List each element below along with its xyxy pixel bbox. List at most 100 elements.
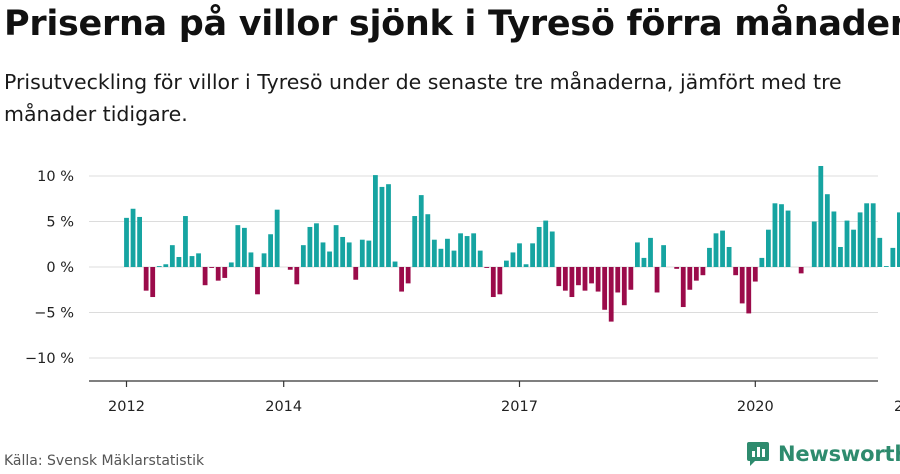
bar bbox=[864, 203, 870, 267]
y-tick-label: −10 % bbox=[25, 351, 74, 367]
bar bbox=[314, 223, 319, 267]
bar bbox=[163, 264, 169, 267]
bar bbox=[209, 267, 215, 268]
y-tick-label: −5 % bbox=[34, 306, 74, 322]
source-note: Källa: Svensk Mäklarstatistik bbox=[4, 453, 205, 469]
bar bbox=[674, 267, 680, 269]
bar bbox=[353, 267, 359, 280]
bar bbox=[615, 267, 621, 293]
x-tick-label: 2017 bbox=[501, 399, 538, 415]
bar bbox=[897, 212, 900, 267]
bar bbox=[490, 267, 496, 298]
bar bbox=[307, 226, 313, 267]
bar bbox=[628, 267, 634, 290]
bar bbox=[392, 261, 398, 267]
bar bbox=[510, 252, 516, 267]
bar bbox=[693, 267, 699, 281]
bar bbox=[156, 266, 162, 267]
bar bbox=[549, 231, 555, 267]
bar bbox=[831, 211, 837, 267]
bar bbox=[215, 267, 221, 281]
bar bbox=[340, 236, 346, 267]
bar bbox=[680, 267, 686, 308]
bar bbox=[621, 267, 627, 306]
chart-subtitle: Prisutveckling för villor i Tyresö under… bbox=[4, 70, 842, 126]
bar bbox=[274, 209, 280, 267]
bar bbox=[438, 248, 444, 267]
x-tick-label: 2022 bbox=[894, 399, 900, 415]
bar bbox=[458, 233, 463, 267]
bar bbox=[405, 267, 411, 284]
bar bbox=[654, 267, 660, 293]
bar bbox=[497, 267, 503, 295]
bar bbox=[327, 251, 332, 267]
bar bbox=[359, 239, 365, 267]
bar bbox=[412, 216, 418, 267]
bar bbox=[484, 267, 490, 268]
bar bbox=[248, 252, 254, 267]
y-tick-label: 0 % bbox=[46, 260, 74, 276]
y-tick-label: 5 % bbox=[46, 215, 74, 231]
bar bbox=[202, 267, 208, 286]
bar bbox=[333, 225, 339, 267]
bar bbox=[431, 239, 437, 267]
bar bbox=[373, 175, 378, 267]
bar bbox=[851, 229, 856, 267]
bar bbox=[890, 247, 896, 267]
bar bbox=[143, 267, 149, 291]
bar bbox=[877, 237, 883, 267]
bar bbox=[602, 267, 608, 310]
bar bbox=[294, 267, 300, 285]
bar bbox=[746, 267, 752, 314]
bar bbox=[261, 253, 267, 267]
bar bbox=[870, 203, 876, 267]
bar bbox=[477, 250, 483, 267]
bar bbox=[196, 253, 201, 267]
bar bbox=[824, 194, 830, 267]
bar bbox=[739, 267, 745, 304]
bar bbox=[635, 242, 640, 267]
bar bbox=[589, 267, 594, 284]
bar bbox=[222, 267, 228, 278]
y-tick-label: 10 % bbox=[37, 169, 74, 185]
bar bbox=[451, 250, 457, 267]
bar bbox=[687, 267, 693, 290]
bar bbox=[759, 257, 765, 267]
bar bbox=[189, 256, 195, 267]
bar bbox=[707, 247, 712, 267]
bar bbox=[798, 267, 804, 274]
bar bbox=[726, 246, 732, 267]
bar bbox=[641, 257, 647, 267]
bar bbox=[268, 234, 273, 267]
bar bbox=[844, 220, 850, 267]
bar bbox=[418, 195, 424, 267]
bar bbox=[648, 237, 653, 267]
bar bbox=[320, 242, 326, 267]
bar bbox=[300, 245, 306, 267]
bar bbox=[287, 267, 293, 270]
bar bbox=[504, 260, 509, 267]
bar bbox=[379, 186, 385, 267]
brand-name: Newsworthy bbox=[778, 442, 900, 466]
bar bbox=[569, 267, 575, 298]
chart-title: Priserna på villor sjönk i Tyresö förra … bbox=[4, 4, 900, 44]
bar bbox=[720, 230, 725, 267]
bar bbox=[562, 267, 568, 291]
bar bbox=[137, 216, 142, 267]
bar bbox=[700, 267, 706, 276]
bar bbox=[242, 227, 247, 267]
bar bbox=[838, 246, 843, 267]
bar bbox=[772, 203, 778, 267]
bar bbox=[883, 266, 889, 267]
bar bbox=[445, 238, 450, 267]
bar bbox=[235, 225, 241, 267]
bar bbox=[255, 267, 260, 295]
x-tick-label: 2014 bbox=[265, 399, 302, 415]
bar bbox=[536, 226, 542, 267]
bar bbox=[150, 267, 156, 298]
bar bbox=[366, 240, 372, 267]
bar bbox=[733, 267, 739, 276]
bar bbox=[785, 210, 791, 267]
bar bbox=[661, 245, 666, 267]
